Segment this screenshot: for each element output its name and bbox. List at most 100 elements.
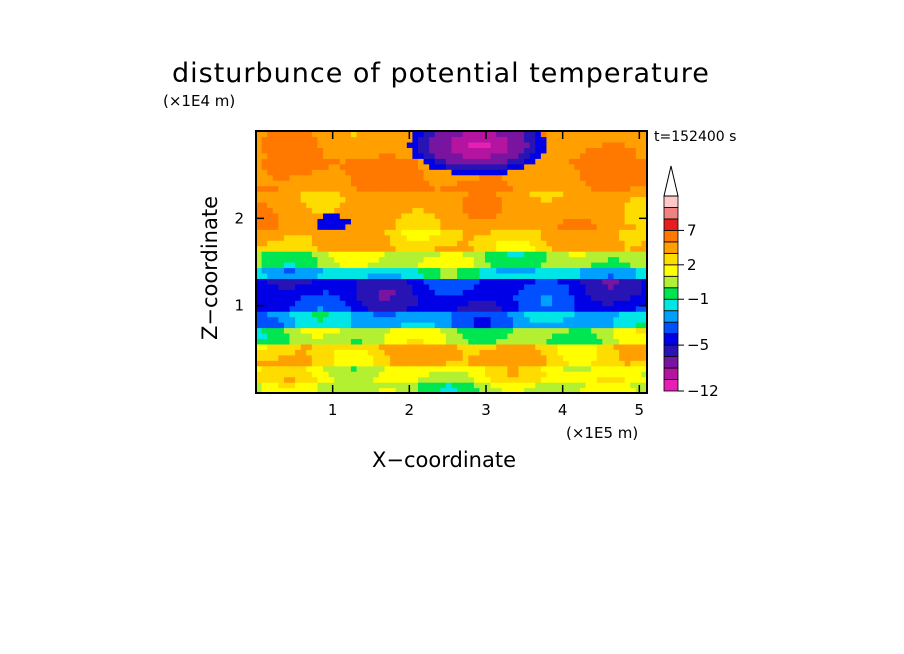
field-cell [607, 131, 615, 138]
field-cell [278, 256, 285, 263]
field-cell [256, 382, 263, 389]
field-cell [384, 169, 391, 176]
field-cell [552, 283, 559, 290]
field-cell [412, 332, 419, 340]
field-cell [328, 354, 335, 361]
field-cell [417, 174, 425, 181]
field-cell [306, 272, 313, 279]
field-cell [607, 305, 615, 312]
field-cell [384, 272, 391, 279]
field-cell [384, 174, 391, 181]
field-cell [563, 240, 570, 247]
field-cell [267, 256, 274, 263]
field-cell [401, 267, 408, 274]
field-cell [401, 185, 408, 192]
field-cell [373, 278, 380, 285]
field-cell [395, 256, 402, 263]
field-cell [602, 180, 609, 187]
field-cell [378, 196, 386, 203]
field-cell [613, 218, 620, 225]
field-cell [278, 240, 285, 247]
field-cell [367, 185, 374, 192]
field-cell [607, 240, 615, 247]
field-cell [267, 158, 274, 165]
field-cell [356, 136, 363, 143]
field-cell [429, 387, 436, 393]
field-cell [328, 371, 335, 378]
field-cell [317, 338, 324, 345]
field-cell [468, 251, 475, 258]
field-cell [468, 180, 475, 187]
field-cell [602, 289, 609, 296]
field-cell [641, 223, 647, 230]
field-cell [384, 365, 391, 372]
field-cell [339, 294, 346, 301]
field-cell [311, 311, 319, 318]
field-cell [300, 191, 307, 198]
field-cell [283, 256, 291, 263]
field-cell [512, 283, 520, 290]
field-cell [256, 245, 263, 252]
field-cell [300, 262, 307, 269]
field-cell [613, 365, 620, 372]
field-cell [591, 212, 598, 219]
field-cell [395, 311, 402, 318]
field-cell [501, 240, 508, 247]
field-cell [283, 141, 291, 148]
field-cell [568, 262, 575, 269]
field-cell [339, 354, 346, 361]
field-cell [334, 305, 341, 312]
field-cell [552, 338, 559, 345]
field-cell [479, 174, 486, 181]
field-cell [434, 136, 441, 143]
field-cell [406, 294, 413, 301]
field-cell [306, 376, 313, 383]
field-cell [295, 256, 302, 263]
field-cell [512, 382, 520, 389]
field-cell [406, 327, 413, 334]
field-cell [473, 300, 481, 307]
field-cell [507, 262, 514, 269]
field-cell [624, 180, 631, 187]
field-cell [473, 316, 481, 323]
field-cell [440, 289, 447, 296]
field-cell [311, 185, 319, 192]
field-cell [596, 311, 603, 318]
field-cell [552, 327, 559, 334]
field-cell [641, 262, 647, 269]
field-cell [440, 294, 447, 301]
field-cell [328, 332, 335, 340]
field-cell [579, 360, 587, 367]
field-cell [457, 240, 464, 247]
field-cell [423, 327, 430, 334]
field-cell [563, 338, 570, 345]
field-cell [496, 180, 503, 187]
field-cell [406, 300, 413, 307]
field-cell [535, 262, 542, 269]
field-cell [574, 349, 581, 356]
field-cell [457, 174, 464, 181]
field-cell [613, 294, 620, 301]
field-cell [591, 141, 598, 148]
field-cell [451, 327, 458, 334]
field-cell [445, 316, 453, 323]
field-cell [356, 371, 363, 378]
field-cell [507, 289, 514, 296]
field-cell [261, 152, 268, 159]
field-cell [384, 201, 391, 209]
field-cell [306, 365, 313, 372]
field-cell [501, 136, 508, 143]
field-cell [468, 169, 475, 176]
field-cell [602, 136, 609, 143]
field-cell [607, 180, 615, 187]
field-cell [546, 141, 553, 148]
field-cell [412, 245, 419, 252]
field-cell [546, 174, 553, 181]
field-cell [468, 267, 475, 274]
field-cell [401, 278, 408, 285]
field-cell [619, 207, 626, 214]
field-cell [417, 278, 425, 285]
field-cell [485, 131, 492, 138]
field-cell [390, 147, 397, 154]
field-cell [496, 169, 503, 176]
